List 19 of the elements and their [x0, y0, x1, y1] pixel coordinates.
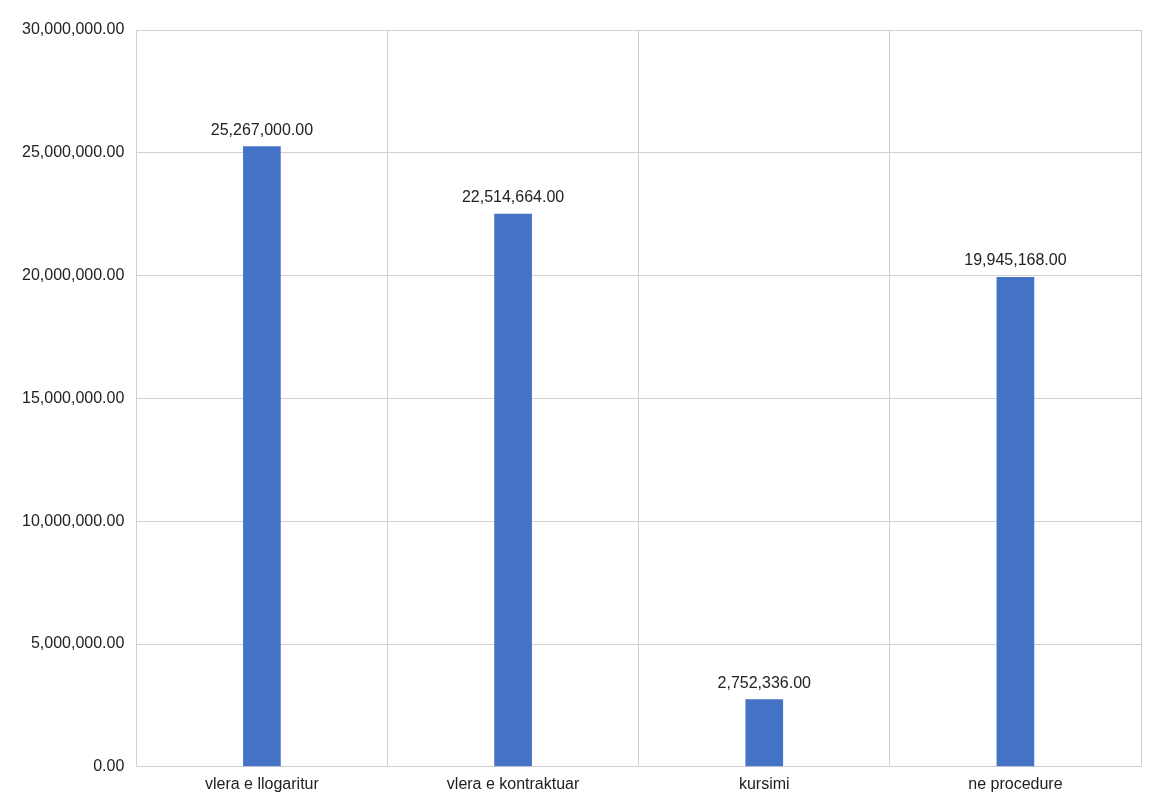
data-label: 25,267,000.00	[210, 120, 314, 138]
bar	[996, 276, 1035, 767]
data-label: 2,752,336.00	[717, 673, 812, 691]
x-tick-label: vlera e llogaritur	[204, 774, 320, 792]
x-tick-label: vlera e kontraktuar	[446, 774, 580, 792]
data-label: 19,945,168.00	[964, 251, 1067, 269]
bar	[243, 146, 281, 767]
y-tick-label: 30,000,000.00	[21, 20, 125, 38]
x-tick-label: ne procedure	[968, 774, 1063, 792]
y-tick-label: 5,000,000.00	[30, 634, 125, 652]
bar	[494, 213, 532, 767]
data-label: 22,514,664.00	[461, 188, 565, 206]
y-tick-label: 10,000,000.00	[21, 511, 125, 529]
y-tick-label: 0.00	[93, 757, 125, 775]
x-tick-label: kursimi	[738, 774, 790, 792]
y-tick-label: 15,000,000.00	[21, 388, 125, 406]
y-tick-label: 20,000,000.00	[21, 266, 125, 284]
bar	[745, 699, 784, 767]
y-tick-label: 25,000,000.00	[21, 143, 125, 161]
